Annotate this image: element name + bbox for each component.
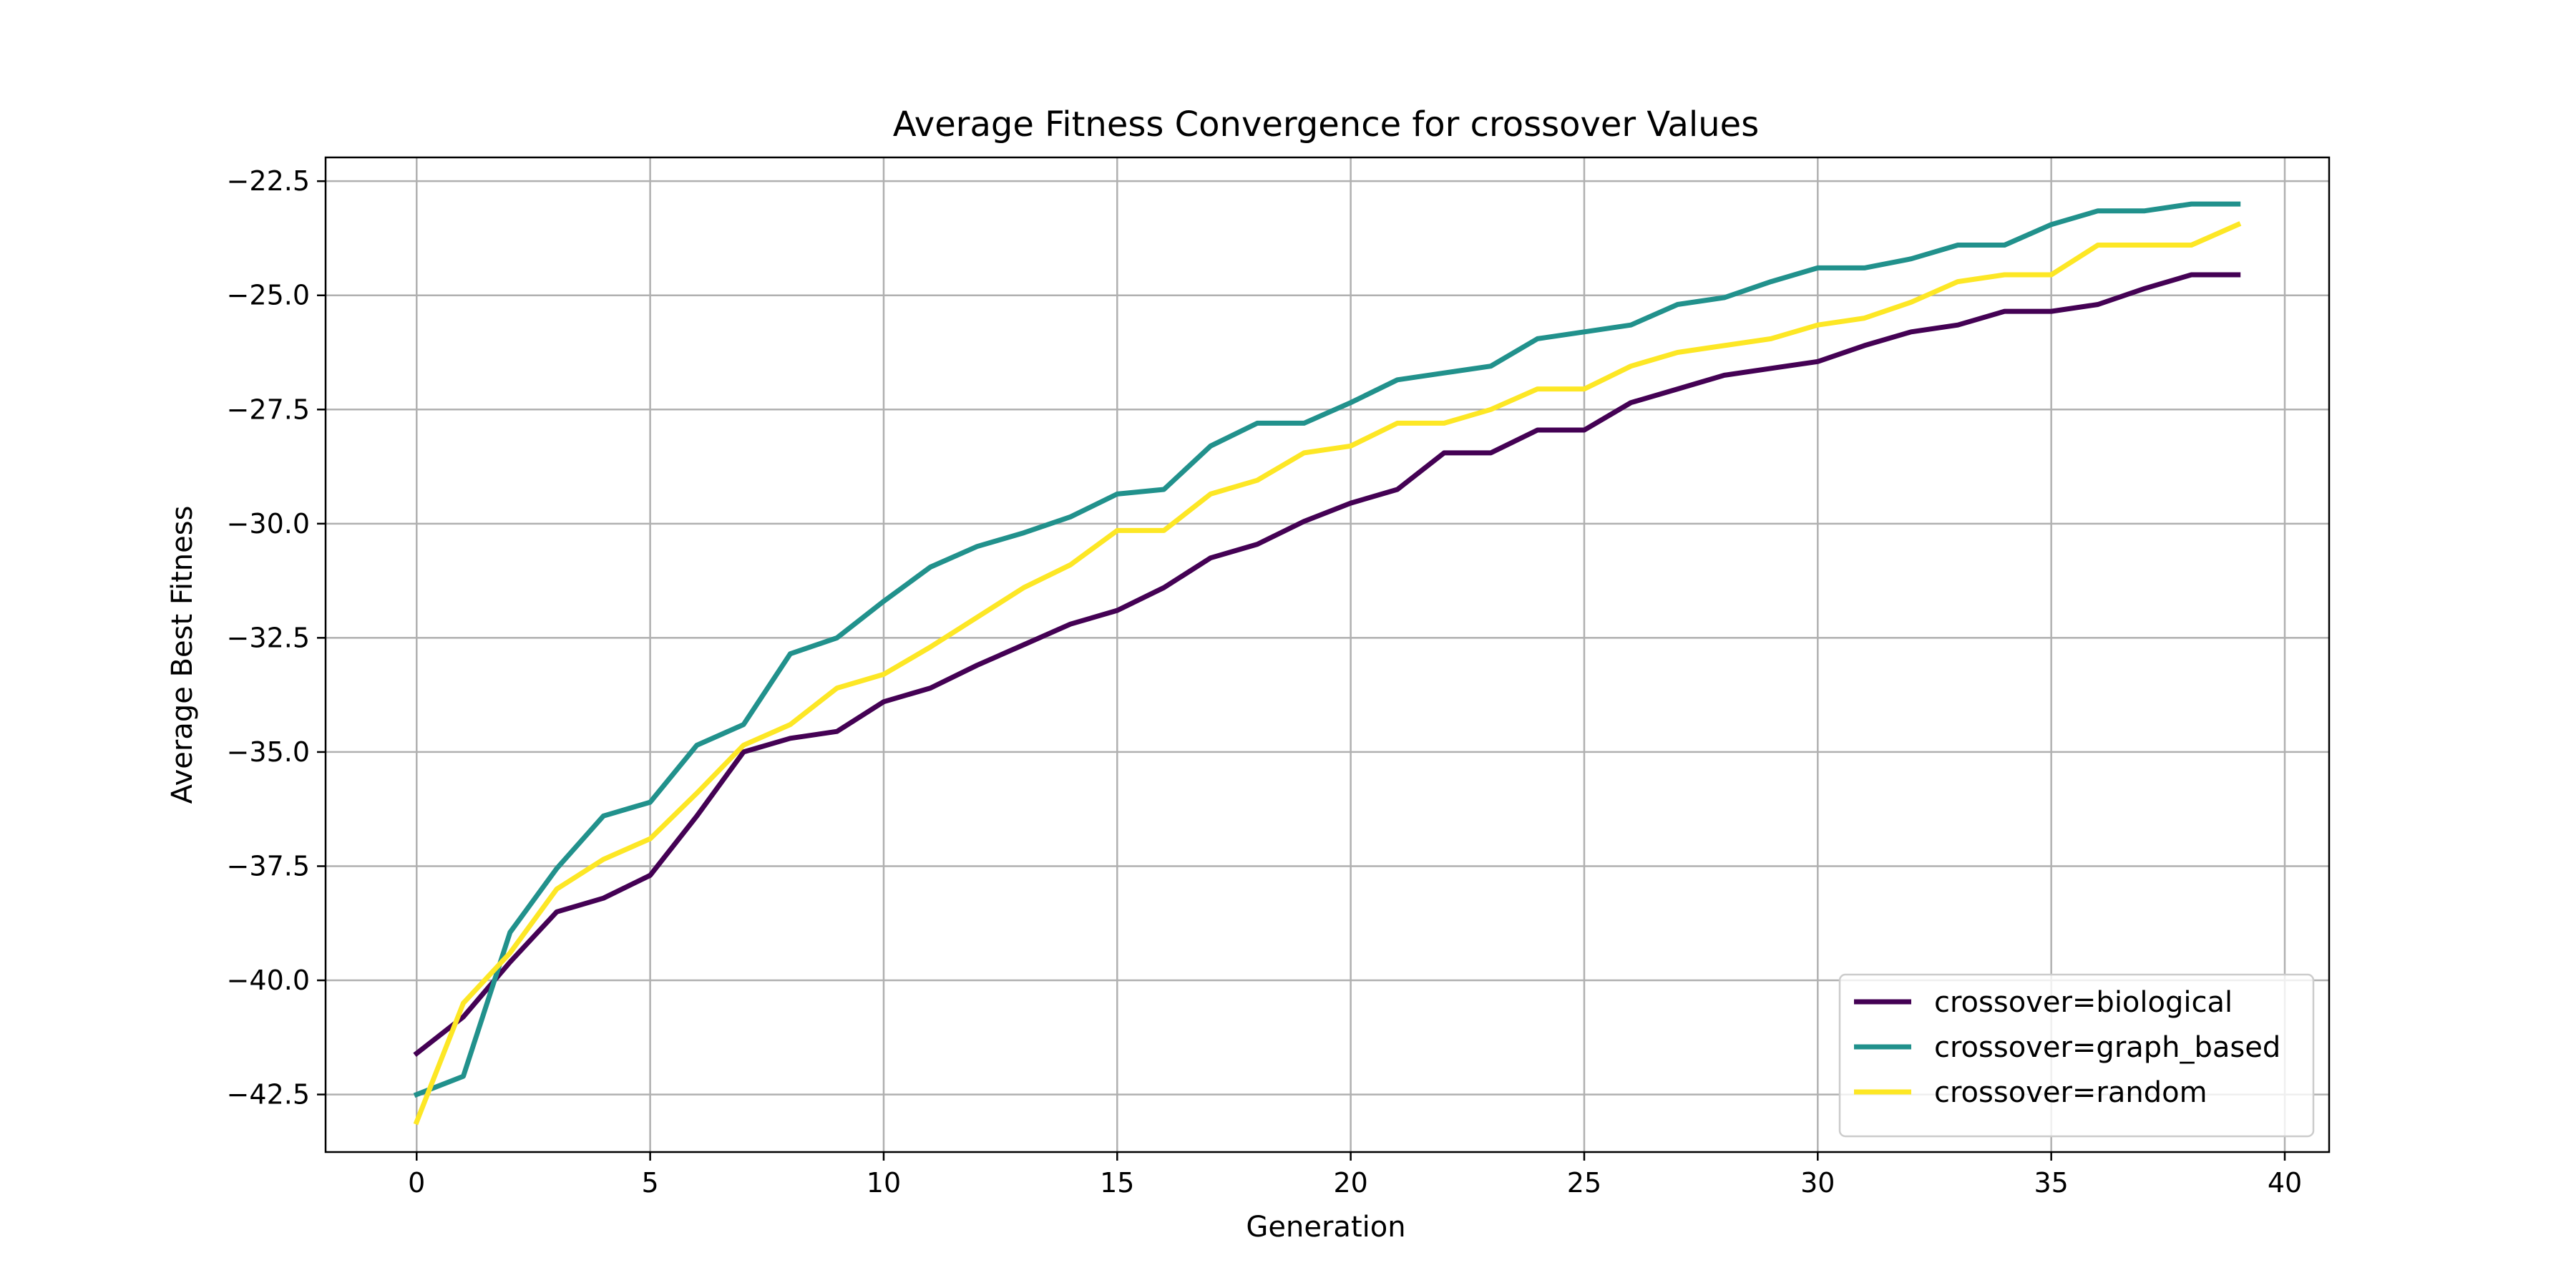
series-line-graph-based	[413, 201, 2241, 1098]
series-line-random	[413, 221, 2242, 1126]
x-tick-label: 5	[642, 1167, 659, 1199]
legend-entry-label: crossover=random	[1934, 1076, 2207, 1109]
plot-frame	[324, 156, 2331, 1153]
y-tick-label: −32.5	[227, 622, 310, 653]
x-axis-ticks: 0 5 10 15 20 25 30 35 40	[408, 1152, 2302, 1199]
y-tick-label: −37.5	[227, 850, 310, 882]
x-tick-label: 30	[1800, 1167, 1835, 1199]
series-line-biological	[413, 272, 2241, 1058]
x-tick-label: 35	[2034, 1167, 2068, 1199]
legend-box	[1838, 973, 2315, 1138]
y-tick-label: −30.0	[227, 508, 310, 540]
y-tick-label: −35.0	[227, 736, 310, 768]
y-axis-ticks: −42.5 −40.0 −37.5 −35.0 −32.5 −30.0 −27.5 −25.0…	[227, 165, 326, 1111]
x-tick-label: 20	[1333, 1167, 1367, 1199]
x-tick-label: 0	[408, 1167, 425, 1199]
chart-title: Average Fitness Convergence for crossove…	[893, 104, 1759, 145]
y-axis-label: Average Best Fitness	[166, 506, 199, 804]
x-tick-label: 40	[2268, 1167, 2302, 1199]
x-axis-label: Generation	[1246, 1211, 1405, 1244]
x-tick-label: 10	[867, 1167, 901, 1199]
x-tick-label: 15	[1100, 1167, 1134, 1199]
legend: crossover=biological crossover=graph_base…	[1838, 973, 2315, 1138]
y-tick-label: −27.5	[227, 394, 310, 425]
legend-entry-label: crossover=graph_based	[1934, 1031, 2280, 1064]
x-tick-label: 25	[1567, 1167, 1601, 1199]
y-tick-label: −40.0	[227, 965, 310, 996]
y-tick-label: −22.5	[227, 165, 310, 197]
y-tick-label: −42.5	[227, 1079, 310, 1111]
y-tick-label: −25.0	[227, 280, 310, 311]
series-lines	[413, 201, 2242, 1126]
legend-entry-label: crossover=biological	[1934, 986, 2233, 1019]
